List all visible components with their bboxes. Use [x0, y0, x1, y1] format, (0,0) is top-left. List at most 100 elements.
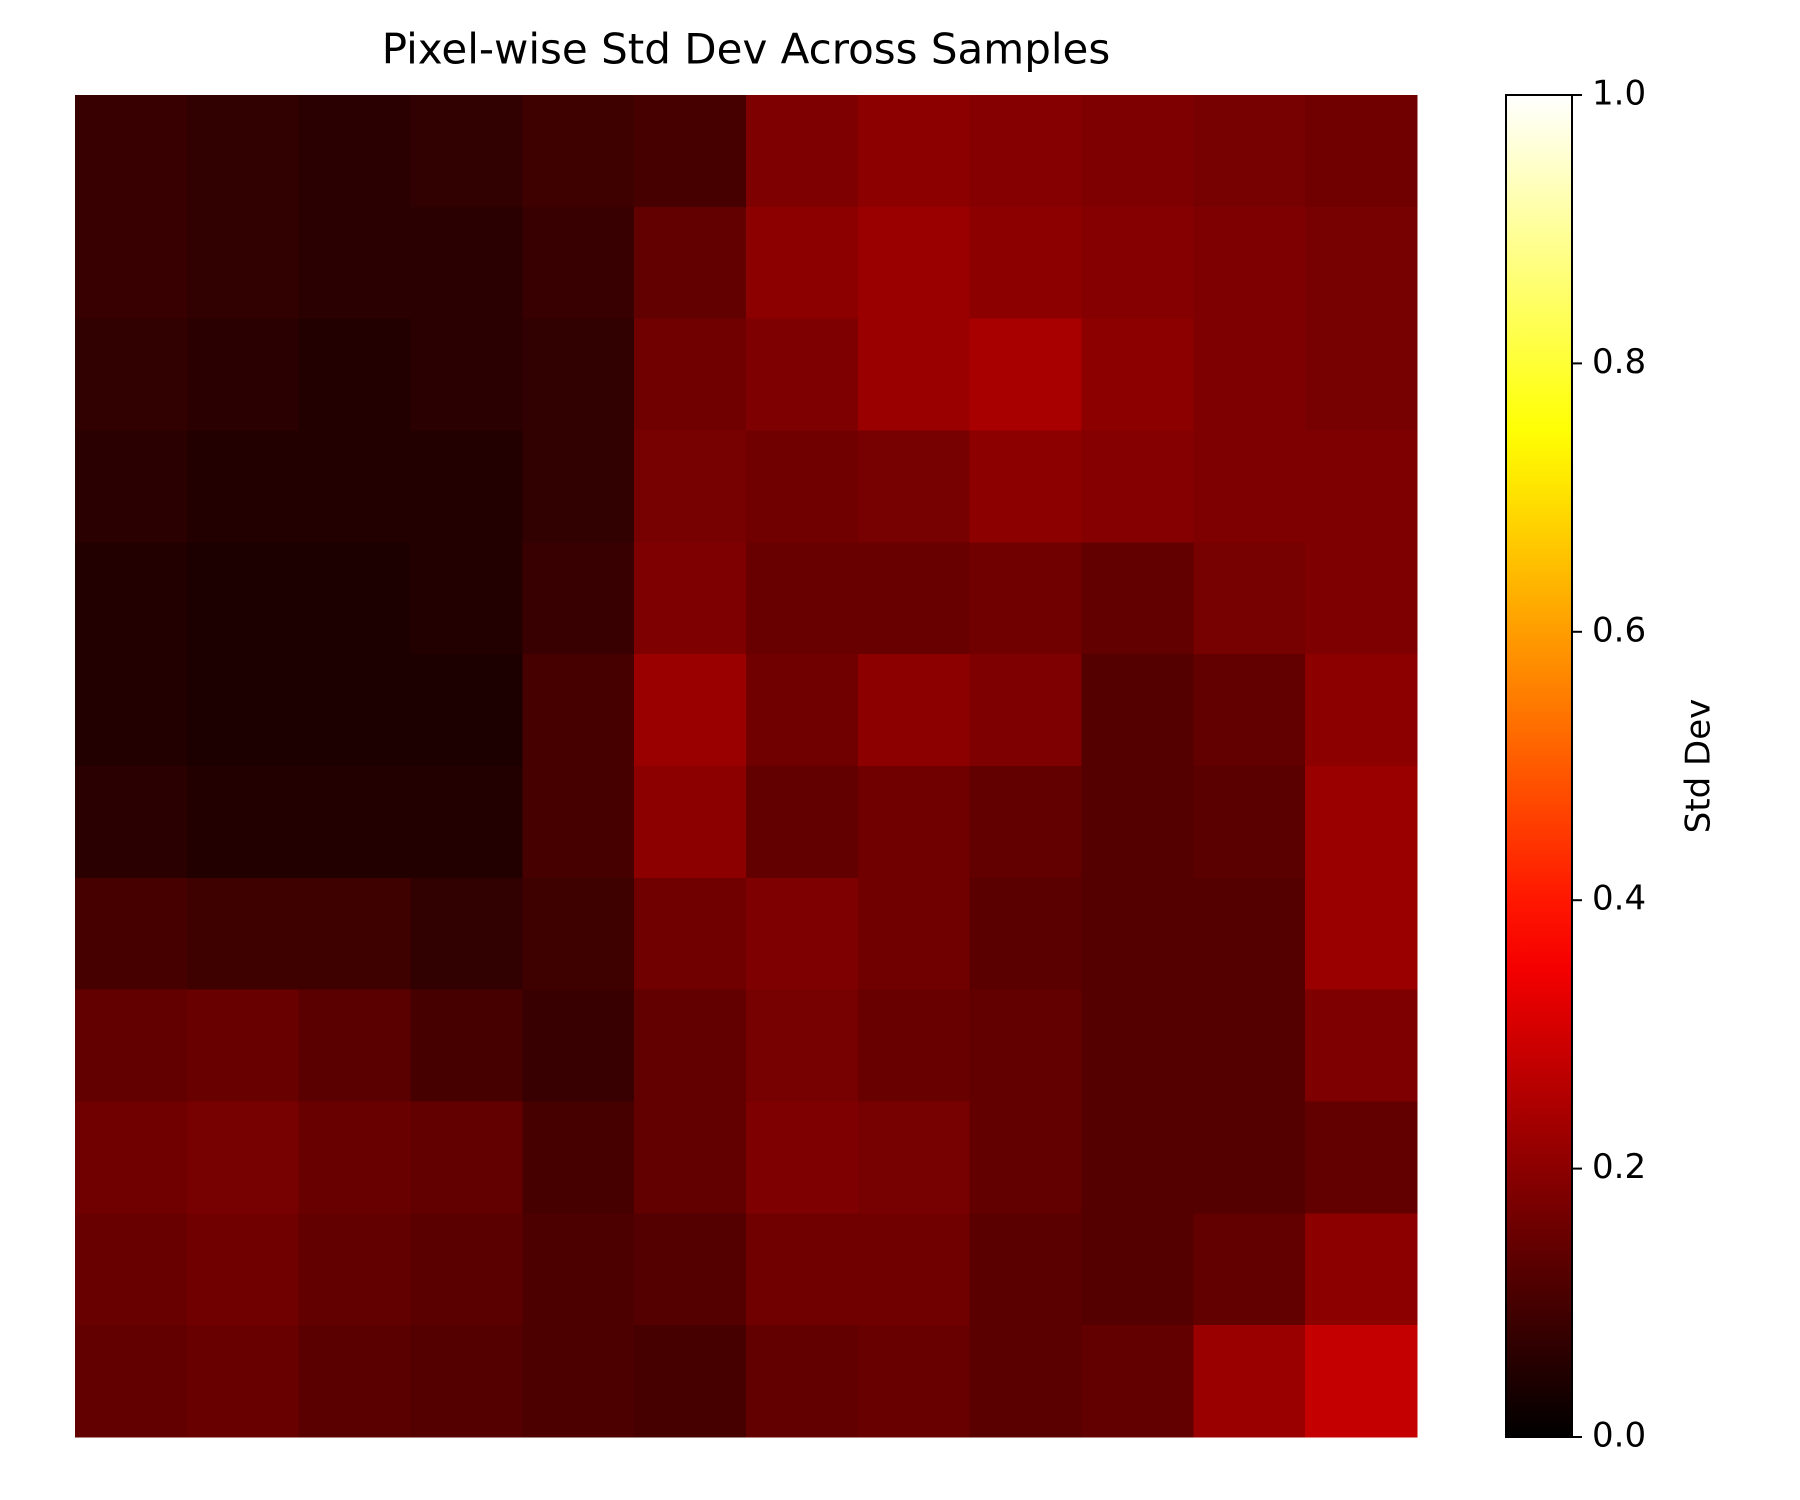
- heat-cell: [522, 877, 635, 991]
- heat-cell: [634, 1101, 747, 1214]
- heat-cell: [522, 542, 635, 655]
- heat-cell: [746, 206, 859, 320]
- heat-cell: [298, 95, 411, 208]
- heat-cell: [75, 206, 188, 320]
- heat-cell: [410, 430, 523, 543]
- heat-cell: [1193, 989, 1306, 1102]
- heat-cell: [746, 430, 859, 543]
- heat-cell: [522, 1213, 635, 1326]
- heat-cell: [522, 766, 635, 879]
- heat-cell: [969, 318, 1082, 431]
- heat-cell: [969, 989, 1082, 1102]
- heat-cell: [186, 1213, 300, 1326]
- heat-cell: [969, 654, 1082, 767]
- heat-cell: [1081, 1325, 1194, 1438]
- heat-cell: [857, 542, 971, 655]
- heat-cell: [410, 542, 523, 655]
- heat-cell: [75, 877, 188, 991]
- heat-cell: [1193, 654, 1306, 767]
- heat-cell: [1081, 1101, 1194, 1214]
- heat-cell: [746, 1325, 859, 1438]
- heat-cell: [1081, 766, 1194, 879]
- heat-cell: [298, 1101, 411, 1214]
- heat-cell: [1193, 1101, 1306, 1214]
- heat-cell: [186, 877, 300, 991]
- heat-cell: [634, 877, 747, 991]
- heat-cell: [1193, 1213, 1306, 1326]
- heat-cell: [746, 989, 859, 1102]
- heat-cell: [186, 542, 300, 655]
- heat-cell: [1081, 542, 1194, 655]
- heat-cell: [746, 95, 859, 208]
- heat-cell: [410, 1325, 523, 1438]
- heat-cell: [857, 989, 971, 1102]
- heat-cell: [969, 542, 1082, 655]
- heat-cell: [298, 1213, 411, 1326]
- heat-cell: [75, 989, 188, 1102]
- heat-cell: [969, 766, 1082, 879]
- heat-cell: [1193, 318, 1306, 431]
- heat-cell: [1305, 877, 1418, 991]
- heat-cell: [969, 1325, 1082, 1438]
- heat-cell: [1081, 318, 1194, 431]
- heat-cell: [298, 1325, 411, 1438]
- heat-cell: [1305, 95, 1418, 208]
- heat-cell: [410, 95, 523, 208]
- heat-cell: [857, 766, 971, 879]
- heat-cell: [634, 1325, 747, 1438]
- heat-cell: [410, 654, 523, 767]
- heat-cell: [522, 430, 635, 543]
- heat-cell: [298, 542, 411, 655]
- colorbar-tick-label: 0.2: [1592, 1147, 1646, 1187]
- heat-cell: [410, 989, 523, 1102]
- colorbar-label: Std Dev: [1679, 699, 1719, 834]
- colorbar-tick-label: 1.0: [1592, 74, 1646, 114]
- heat-cell: [186, 654, 300, 767]
- heat-cell: [522, 654, 635, 767]
- heat-cell: [1305, 542, 1418, 655]
- heat-cell: [75, 654, 188, 767]
- heat-cell: [746, 542, 859, 655]
- heat-cell: [746, 1213, 859, 1326]
- heat-cell: [1081, 206, 1194, 320]
- heat-cell: [522, 989, 635, 1102]
- heat-cell: [1305, 206, 1418, 320]
- heat-cell: [75, 542, 188, 655]
- heat-cell: [298, 654, 411, 767]
- heat-cell: [410, 766, 523, 879]
- heat-cell: [1305, 1213, 1418, 1326]
- heat-cell: [1305, 989, 1418, 1102]
- heat-cell: [75, 1213, 188, 1326]
- heat-cell: [857, 430, 971, 543]
- heat-cell: [857, 206, 971, 320]
- heat-cell: [186, 95, 300, 208]
- heat-cell: [186, 766, 300, 879]
- heat-cell: [746, 877, 859, 991]
- heat-cell: [75, 95, 188, 208]
- heat-cell: [298, 430, 411, 543]
- heat-cell: [75, 1101, 188, 1214]
- heatmap: [75, 95, 1418, 1438]
- heat-cell: [634, 206, 747, 320]
- heat-cell: [1305, 766, 1418, 879]
- heat-cell: [1305, 318, 1418, 431]
- heat-cell: [298, 206, 411, 320]
- heat-cell: [186, 1101, 300, 1214]
- heat-cell: [969, 877, 1082, 991]
- heat-cell: [969, 95, 1082, 208]
- heat-cell: [186, 430, 300, 543]
- colorbar-tick-label: 0.8: [1592, 342, 1646, 382]
- heat-cell: [186, 318, 300, 431]
- heat-cell: [410, 206, 523, 320]
- heat-cell: [857, 1213, 971, 1326]
- heat-cell: [410, 1101, 523, 1214]
- heat-cell: [186, 206, 300, 320]
- heat-cell: [857, 654, 971, 767]
- heat-cell: [1305, 430, 1418, 543]
- heat-cell: [746, 654, 859, 767]
- heat-cell: [1193, 1325, 1306, 1438]
- heat-cell: [410, 1213, 523, 1326]
- heat-cell: [746, 1101, 859, 1214]
- heat-cell: [634, 1213, 747, 1326]
- heat-cell: [522, 95, 635, 208]
